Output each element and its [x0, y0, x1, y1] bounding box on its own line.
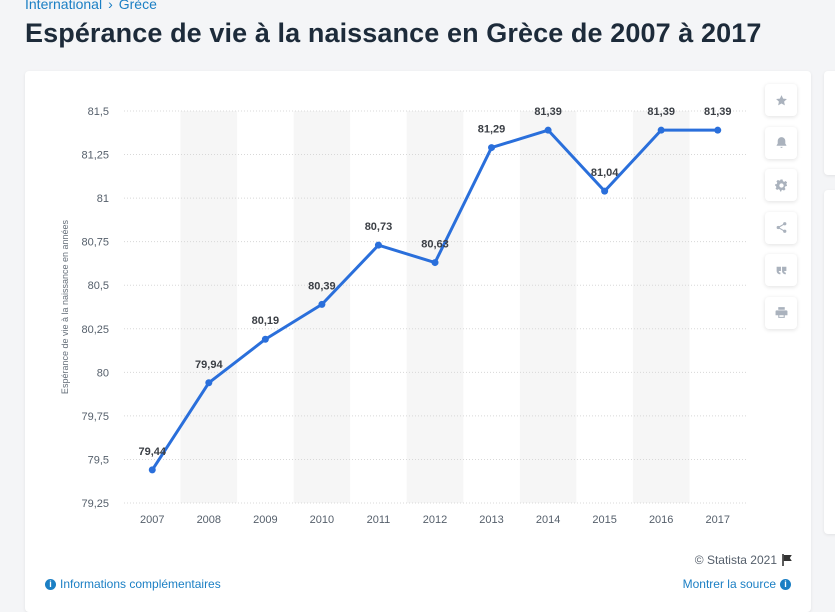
print-button[interactable]: [765, 296, 797, 329]
data-point[interactable]: [318, 300, 326, 308]
data-label: 81,29: [478, 124, 506, 136]
x-tick-label: 2010: [310, 514, 334, 526]
data-label: 81,39: [534, 106, 562, 118]
data-point[interactable]: [601, 187, 609, 195]
notification-button[interactable]: [765, 126, 797, 159]
x-tick-label: 2012: [423, 514, 447, 526]
data-point[interactable]: [261, 335, 269, 343]
data-label: 80,19: [252, 315, 280, 327]
y-tick-label: 81,5: [88, 106, 109, 118]
data-label: 79,94: [195, 359, 223, 371]
y-tick-label: 80,5: [88, 280, 109, 292]
breadcrumb: International › Grèce: [25, 0, 157, 12]
favorite-button[interactable]: [765, 84, 797, 116]
data-point[interactable]: [148, 466, 156, 474]
column-band: [632, 111, 690, 503]
copyright-text: © Statista 2021: [694, 553, 777, 567]
x-tick-label: 2013: [479, 514, 503, 526]
y-tick-label: 80,75: [81, 237, 109, 249]
data-label: 81,04: [591, 167, 619, 179]
gear-icon: [774, 179, 787, 191]
y-axis-title: Espérance de vie à la naissance en année…: [60, 219, 70, 394]
x-tick-label: 2017: [705, 514, 729, 526]
settings-button[interactable]: [765, 169, 797, 201]
data-label: 79,44: [139, 446, 167, 458]
x-tick-label: 2014: [536, 514, 560, 526]
x-tick-label: 2015: [592, 514, 616, 526]
side-panel-edge-2: [824, 190, 835, 534]
x-tick-label: 2009: [253, 514, 277, 526]
breadcrumb-item-greece[interactable]: Grèce: [118, 0, 157, 12]
x-tick-label: 2008: [197, 514, 221, 526]
data-point[interactable]: [714, 126, 722, 134]
data-point[interactable]: [431, 259, 439, 267]
data-point[interactable]: [205, 379, 213, 387]
data-label: 80,39: [308, 280, 336, 292]
quote-icon: [776, 266, 786, 274]
y-tick-label: 79,5: [88, 454, 109, 466]
column-band: [180, 111, 238, 503]
data-point[interactable]: [374, 241, 382, 249]
breadcrumb-separator: ›: [108, 0, 113, 12]
breadcrumb-item-international[interactable]: International: [25, 0, 103, 12]
y-tick-label: 79,75: [81, 411, 109, 423]
data-label: 80,63: [421, 239, 449, 251]
data-label: 81,39: [704, 106, 732, 118]
column-band: [519, 111, 577, 503]
data-label: 81,39: [647, 106, 675, 118]
x-tick-label: 2011: [367, 514, 391, 526]
x-tick-label: 2016: [649, 514, 673, 526]
share-icon: [776, 222, 786, 233]
column-band: [406, 111, 464, 503]
info-link-label: Informations complémentaires: [60, 577, 221, 591]
info-icon: i: [45, 578, 56, 590]
printer-icon: [775, 307, 787, 318]
y-tick-label: 79,25: [81, 498, 109, 510]
y-tick-label: 80: [97, 367, 109, 379]
data-label: 80,73: [365, 221, 393, 233]
side-panel-edge: [824, 71, 835, 175]
info-icon: i: [780, 578, 791, 590]
copyright: © Statista 2021: [695, 553, 793, 567]
data-point[interactable]: [657, 126, 665, 134]
cite-button[interactable]: [765, 254, 797, 286]
y-tick-label: 80,25: [81, 324, 109, 336]
share-button[interactable]: [765, 211, 797, 244]
x-tick-label: 2007: [140, 514, 164, 526]
data-point[interactable]: [488, 144, 496, 152]
data-point[interactable]: [544, 126, 552, 134]
flag-icon[interactable]: [782, 554, 793, 566]
chart-toolbar: [765, 84, 797, 339]
source-link-label: Montrer la source: [682, 577, 776, 591]
info-link[interactable]: i Informations complémentaires: [45, 577, 221, 591]
y-tick-label: 81: [97, 193, 109, 205]
bell-icon: [776, 137, 786, 148]
star-icon: [775, 94, 787, 105]
y-tick-label: 81,25: [81, 150, 109, 162]
page-title: Espérance de vie à la naissance en Grèce…: [25, 18, 762, 48]
source-link[interactable]: Montrer la source i: [683, 577, 791, 591]
